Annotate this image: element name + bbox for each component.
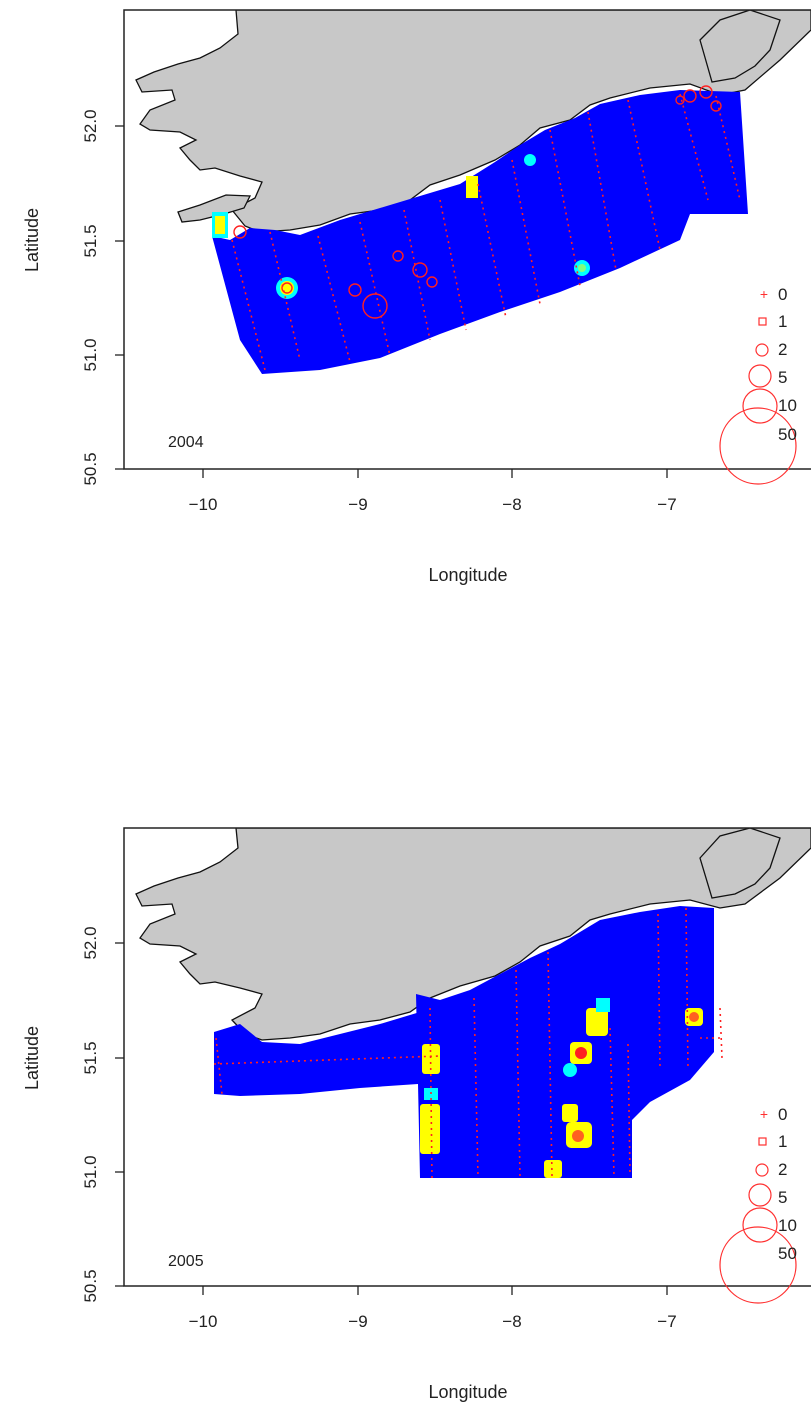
x-tick: −7 — [657, 1312, 676, 1331]
legend-label: 0 — [778, 1105, 787, 1124]
legend-label: 2 — [778, 340, 787, 359]
map-panel-2005: −10 −9 −8 −7 Longitude 50.5 51.0 51.5 52… — [22, 827, 811, 1402]
legend-label: 1 — [778, 1132, 787, 1151]
x-axis-title: Longitude — [428, 1382, 507, 1402]
plot-frame — [123, 827, 811, 1287]
survey-area-west — [214, 1012, 420, 1096]
survey-area-east — [416, 906, 714, 1178]
y-axis — [115, 942, 124, 1287]
x-tick: −10 — [189, 1312, 218, 1331]
legend: + — [719, 1106, 797, 1304]
station-markers — [233, 85, 722, 319]
year-label: 2005 — [168, 1253, 204, 1270]
station-tracks[interactable] — [231, 93, 741, 371]
land-east — [699, 10, 781, 83]
year-label: 2004 — [168, 434, 204, 451]
svg-text:+: + — [760, 1106, 768, 1122]
x-axis-title: Longitude — [428, 565, 507, 585]
hotspots — [420, 998, 703, 1178]
y-tick: 51.0 — [81, 338, 100, 371]
plot-frame — [123, 9, 811, 470]
x-axis — [202, 1286, 668, 1295]
survey-area — [212, 90, 748, 374]
legend-label: 0 — [778, 285, 787, 304]
legend-label: 5 — [778, 1188, 787, 1207]
legend-label: 5 — [778, 368, 787, 387]
land-east — [699, 828, 781, 899]
y-tick: 51.0 — [81, 1155, 100, 1188]
y-axis — [115, 125, 124, 470]
y-tick: 52.0 — [81, 926, 100, 959]
legend-label: 50 — [778, 1244, 797, 1263]
x-tick: −9 — [348, 495, 367, 514]
y-tick: 50.5 — [81, 452, 100, 485]
station-tracks[interactable] — [213, 907, 724, 1179]
legend-label: 2 — [778, 1160, 787, 1179]
x-tick: −8 — [502, 495, 521, 514]
legend-label: 50 — [778, 425, 797, 444]
x-tick: −10 — [189, 495, 218, 514]
svg-text:+: + — [760, 286, 768, 302]
y-axis-title: Latitude — [22, 1026, 42, 1090]
y-tick: 51.5 — [81, 1041, 100, 1074]
land-peninsula-southwest — [177, 194, 252, 223]
y-axis-title: Latitude — [22, 208, 42, 272]
legend-label: 10 — [778, 396, 797, 415]
y-tick: 50.5 — [81, 1269, 100, 1302]
x-axis — [202, 469, 668, 478]
y-tick: 52.0 — [81, 109, 100, 142]
x-tick: −9 — [348, 1312, 367, 1331]
x-tick: −7 — [657, 495, 676, 514]
map-panel-2004: −10 −9 −8 −7 Longitude 50.5 51.0 51.5 52… — [22, 9, 811, 585]
legend-label: 10 — [778, 1216, 797, 1235]
y-tick: 51.5 — [81, 224, 100, 257]
x-tick: −8 — [502, 1312, 521, 1331]
legend: + — [719, 286, 797, 485]
land-ireland — [135, 10, 811, 233]
legend-label: 1 — [778, 312, 787, 331]
